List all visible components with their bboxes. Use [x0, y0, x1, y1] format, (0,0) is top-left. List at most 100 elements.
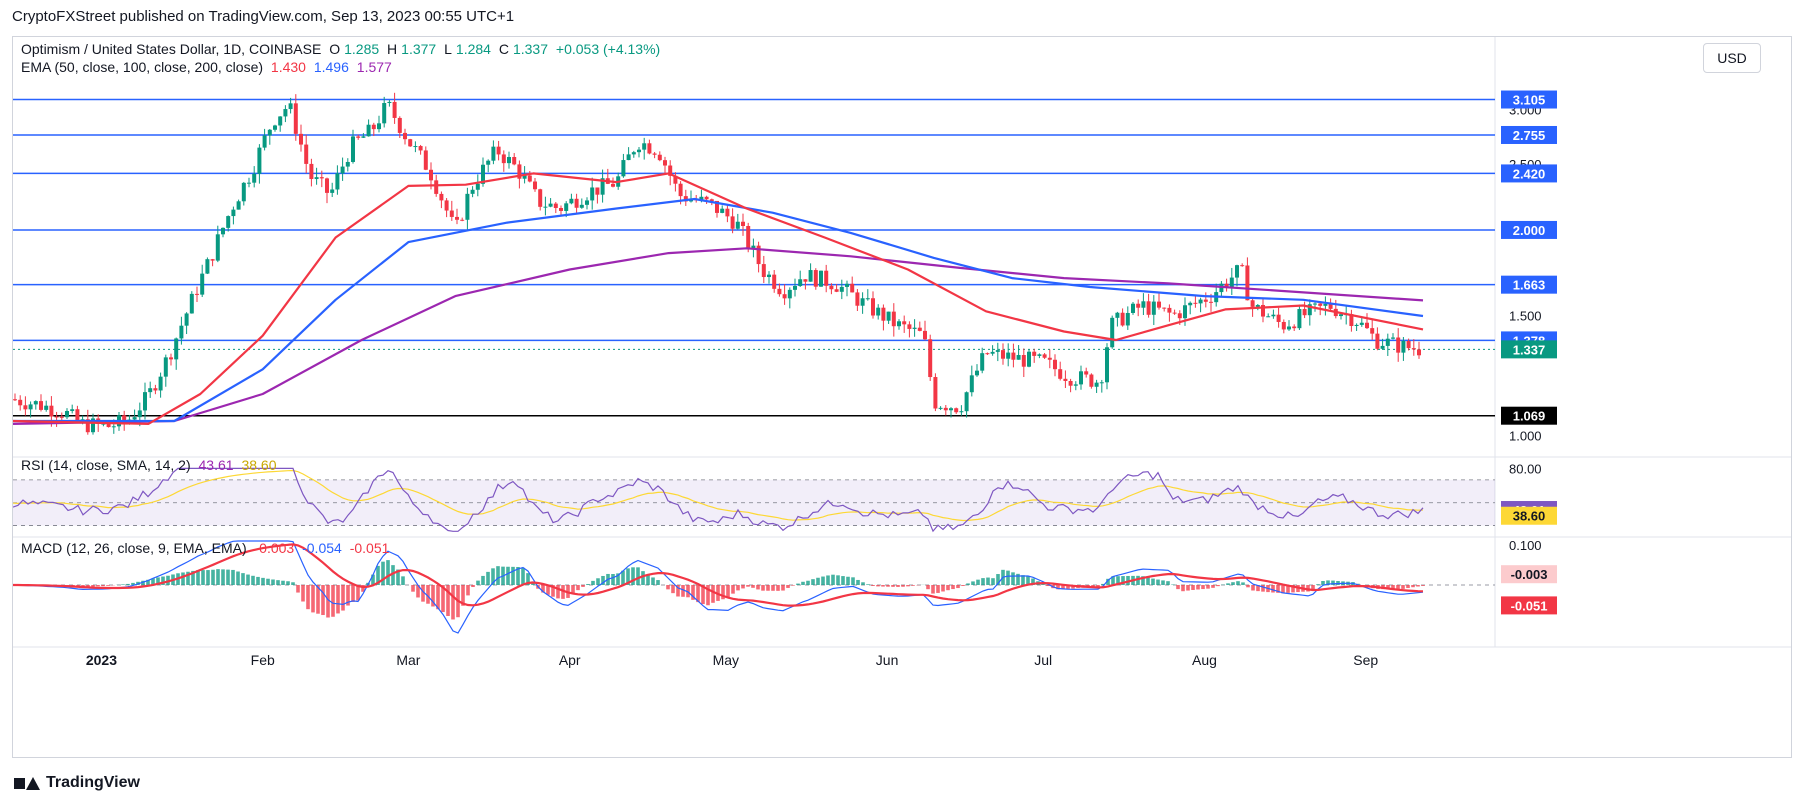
level-label: 1.663	[1513, 278, 1546, 293]
candle-body	[1198, 299, 1203, 304]
level-badge	[1501, 220, 1557, 239]
candle-body	[793, 286, 797, 290]
tradingview-logo-icon	[14, 775, 40, 791]
candle-body	[819, 270, 823, 287]
macd-histogram-bar	[836, 575, 840, 585]
macd-histogram-bar	[546, 585, 550, 595]
time-axis-label: 2023	[86, 652, 117, 668]
candle-body	[179, 325, 184, 339]
macd-histogram-bar	[306, 585, 310, 610]
macd-histogram-bar	[481, 575, 485, 585]
macd-histogram-bar	[486, 571, 490, 585]
candle-body	[938, 407, 943, 409]
candle-body	[439, 193, 444, 201]
candle-body	[1105, 347, 1109, 383]
macd-histogram-bar	[401, 576, 405, 585]
macd-histogram-bar	[581, 585, 585, 587]
candle-body	[985, 353, 990, 355]
candle-body	[964, 392, 969, 412]
candle-body	[1079, 371, 1083, 385]
macd-histogram-bar	[496, 566, 500, 585]
macd-histogram-bar	[431, 585, 435, 607]
macd-histogram-bar	[841, 576, 845, 585]
macd-histogram-bar	[1196, 585, 1200, 590]
candle-body	[44, 405, 49, 410]
candle-body	[735, 221, 740, 229]
candle-body	[902, 321, 907, 325]
footer-brand-label: TradingView	[46, 774, 140, 791]
candle-body	[1172, 312, 1177, 314]
candle-body	[371, 124, 376, 130]
candle-body	[923, 330, 927, 340]
macd-histogram-bar	[436, 585, 440, 610]
ema50-line	[13, 172, 1424, 425]
macd-histogram-bar	[1026, 576, 1030, 585]
candle-body	[366, 124, 371, 137]
candle-body	[200, 273, 205, 295]
symbol-title: Optimism / United States Dollar, 1D, COI…	[21, 41, 322, 57]
chart-panel[interactable]: 3.0002.5002.0001.5001.0003.1052.7552.420…	[12, 36, 1792, 758]
macd-histogram-bar	[271, 579, 275, 585]
macd-histogram-bar	[1111, 576, 1115, 585]
currency-button[interactable]: USD	[1703, 43, 1761, 73]
candle-body	[314, 177, 319, 180]
ema50-value: 1.430	[270, 59, 306, 75]
candle-body	[1011, 352, 1016, 360]
macd-histogram-bar	[1256, 585, 1260, 592]
candle-body	[943, 407, 948, 411]
macd-histogram-bar	[471, 585, 475, 588]
macd-histogram-bar	[146, 579, 150, 585]
candle-body	[189, 293, 194, 314]
candle-body	[210, 259, 215, 261]
macd-histogram-bar	[1271, 585, 1275, 593]
candle-body	[1328, 303, 1333, 309]
candle-body	[1001, 350, 1005, 359]
candle-body	[1302, 309, 1307, 316]
candle-body	[912, 327, 917, 329]
candle-body	[241, 182, 246, 202]
candle-body	[949, 408, 953, 411]
candle-body	[75, 409, 80, 421]
candle-body	[236, 201, 241, 210]
candle-body	[299, 133, 303, 145]
candle-body	[496, 146, 501, 155]
candle-body	[543, 206, 548, 208]
chart-svg[interactable]: 3.0002.5002.0001.5001.0003.1052.7552.420…	[13, 37, 1792, 758]
macd-histogram-bar	[316, 585, 320, 614]
candle-body	[533, 181, 537, 190]
macd-histogram-bar	[801, 581, 805, 585]
macd-signal-label: -0.051	[1511, 598, 1548, 613]
candle-body	[158, 376, 163, 391]
candle-body	[683, 196, 688, 202]
candle-body	[429, 169, 433, 181]
macd-histogram-bar	[1326, 580, 1330, 585]
candle-body	[1146, 301, 1151, 315]
candle-body	[824, 270, 829, 286]
macd-histogram-bar	[951, 585, 955, 590]
candle-body	[486, 160, 491, 165]
macd-histogram-bar	[1186, 585, 1190, 591]
macd-histogram-bar	[1201, 585, 1205, 590]
macd-histogram-bar	[1011, 572, 1015, 585]
macd-histogram-bar	[1316, 584, 1320, 585]
candle-body	[574, 198, 579, 208]
macd-legend: MACD (12, 26, close, 9, EMA, EMA) -0.003…	[21, 540, 393, 556]
change-value: +0.053 (+4.13%)	[555, 41, 661, 57]
candle-body	[1037, 354, 1042, 356]
candle-body	[579, 204, 584, 208]
macd-histogram-bar	[821, 576, 825, 585]
macd-tick-label: 0.100	[1509, 538, 1542, 553]
candle-body	[860, 298, 865, 306]
open-value: 1.285	[344, 41, 380, 57]
macd-histogram-bar	[701, 585, 705, 605]
ema200-line	[13, 247, 1424, 425]
macd-histogram-bar	[451, 585, 455, 620]
macd-histogram-bar	[926, 585, 930, 590]
macd-histogram-bar	[791, 585, 795, 586]
candle-body	[1235, 265, 1239, 278]
footer-brand[interactable]: TradingView	[14, 774, 140, 792]
macd-histogram-bar	[641, 571, 645, 585]
macd-histogram-bar	[291, 582, 295, 585]
macd-histogram-bar	[341, 585, 345, 611]
macd-histogram-bar	[236, 571, 240, 585]
